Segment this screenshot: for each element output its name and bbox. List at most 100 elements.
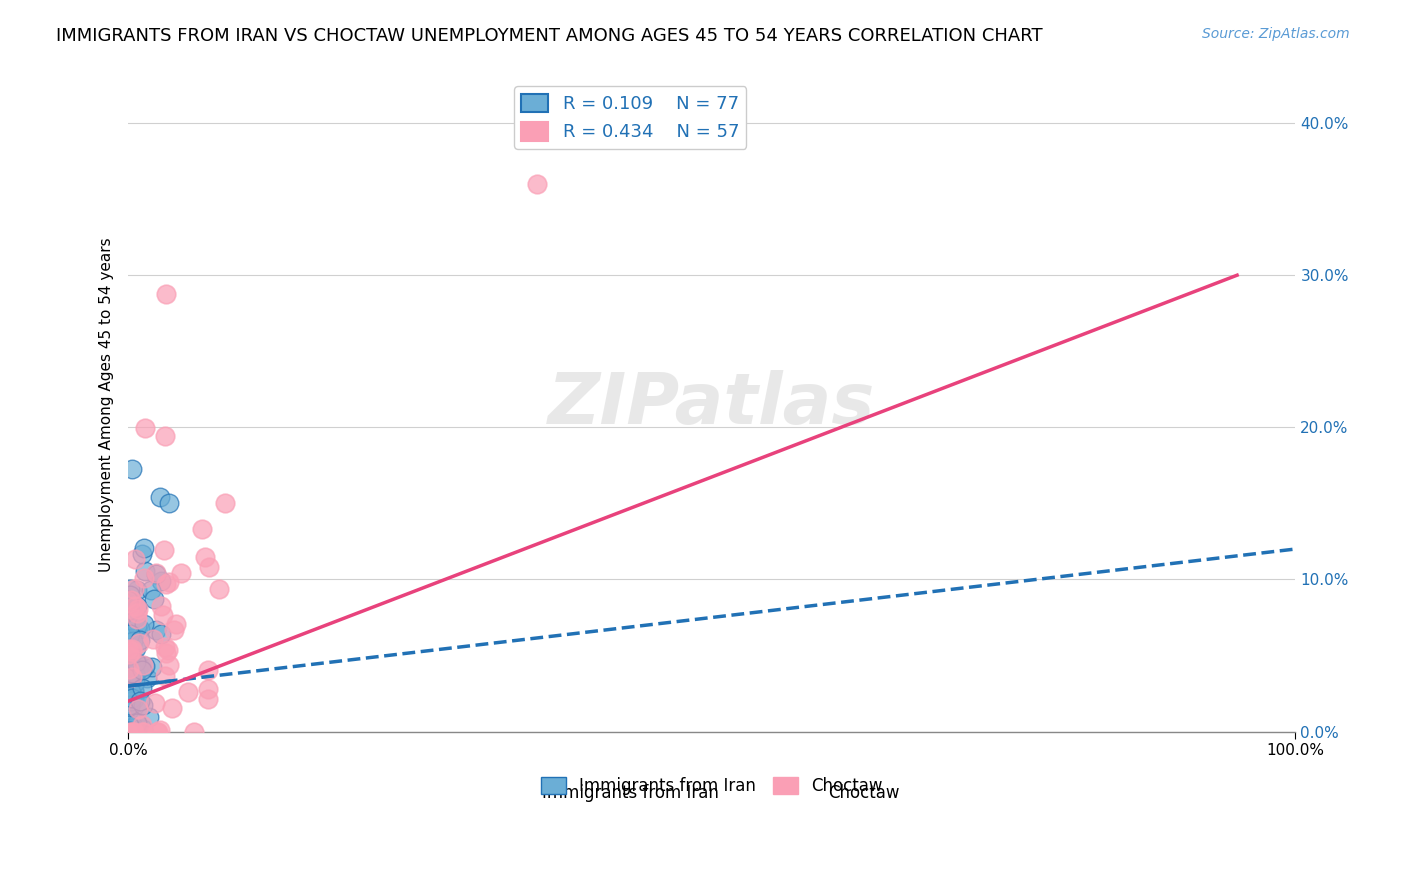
Point — [127, 602, 149, 616]
Point — [134, 571, 156, 585]
Point — [118, 598, 141, 612]
Point — [155, 576, 177, 591]
Point — [121, 677, 143, 691]
Point — [214, 496, 236, 510]
Point — [125, 583, 148, 598]
Point — [177, 684, 200, 698]
Point — [117, 641, 139, 656]
Point — [165, 616, 187, 631]
Point — [118, 670, 141, 684]
Point — [131, 718, 153, 732]
Point — [121, 462, 143, 476]
Point — [143, 592, 166, 607]
Point — [121, 670, 143, 684]
Point — [120, 724, 142, 739]
Point — [145, 566, 167, 581]
Point — [183, 724, 205, 739]
Point — [118, 703, 141, 717]
Point — [152, 607, 174, 622]
Point — [125, 599, 148, 614]
Point — [134, 421, 156, 435]
Point — [127, 702, 149, 716]
Point — [120, 720, 142, 734]
Point — [132, 658, 155, 673]
Point — [146, 724, 169, 739]
Point — [129, 724, 152, 739]
Point — [170, 566, 193, 580]
Point — [145, 724, 167, 739]
Point — [124, 641, 146, 656]
Point — [118, 698, 141, 713]
Text: Immigrants from Iran: Immigrants from Iran — [541, 784, 718, 802]
Point — [121, 666, 143, 681]
Y-axis label: Unemployment Among Ages 45 to 54 years: Unemployment Among Ages 45 to 54 years — [100, 237, 114, 572]
Point — [148, 723, 170, 737]
Point — [121, 644, 143, 658]
Point — [134, 564, 156, 578]
Point — [121, 724, 143, 739]
Point — [120, 588, 142, 602]
Point — [132, 616, 155, 631]
Point — [121, 613, 143, 627]
Point — [127, 724, 149, 739]
Point — [118, 717, 141, 731]
Point — [124, 582, 146, 596]
Text: Source: ZipAtlas.com: Source: ZipAtlas.com — [1202, 27, 1350, 41]
Point — [125, 664, 148, 678]
Point — [197, 691, 219, 706]
Point — [145, 623, 167, 637]
Point — [153, 542, 176, 557]
Point — [132, 724, 155, 739]
Point — [124, 724, 146, 739]
Point — [160, 701, 183, 715]
Point — [127, 663, 149, 677]
Point — [157, 658, 180, 673]
Point — [124, 712, 146, 726]
Point — [198, 560, 221, 574]
Point — [134, 658, 156, 673]
Point — [197, 663, 219, 677]
Point — [121, 672, 143, 686]
Point — [117, 724, 139, 739]
Point — [149, 627, 172, 641]
Point — [127, 612, 149, 626]
Point — [121, 686, 143, 700]
Point — [149, 490, 172, 504]
Point — [121, 690, 143, 705]
Point — [138, 710, 160, 724]
Point — [128, 694, 150, 708]
Point — [153, 429, 176, 443]
Point — [124, 666, 146, 681]
Text: IMMIGRANTS FROM IRAN VS CHOCTAW UNEMPLOYMENT AMONG AGES 45 TO 54 YEARS CORRELATI: IMMIGRANTS FROM IRAN VS CHOCTAW UNEMPLOY… — [56, 27, 1043, 45]
Point — [132, 724, 155, 739]
Point — [118, 661, 141, 675]
Point — [117, 647, 139, 661]
Point — [132, 698, 155, 713]
Point — [118, 724, 141, 739]
Text: ZIPatlas: ZIPatlas — [548, 370, 876, 439]
Point — [120, 593, 142, 607]
Point — [143, 696, 166, 710]
Point — [162, 623, 184, 637]
Point — [190, 522, 212, 536]
Point — [136, 671, 159, 685]
Point — [124, 551, 146, 566]
Point — [118, 684, 141, 698]
Point — [117, 593, 139, 607]
Point — [128, 658, 150, 673]
Point — [141, 659, 163, 673]
Point — [121, 640, 143, 654]
Point — [131, 663, 153, 677]
Point — [120, 698, 142, 713]
Point — [157, 496, 180, 510]
Point — [127, 606, 149, 620]
Point — [120, 685, 142, 699]
Point — [149, 574, 172, 588]
Point — [128, 623, 150, 637]
Legend: Immigrants from Iran, Choctaw: Immigrants from Iran, Choctaw — [534, 770, 890, 802]
Point — [118, 627, 141, 641]
Point — [131, 722, 153, 736]
Point — [122, 683, 145, 698]
Point — [159, 574, 181, 589]
Point — [120, 623, 142, 637]
